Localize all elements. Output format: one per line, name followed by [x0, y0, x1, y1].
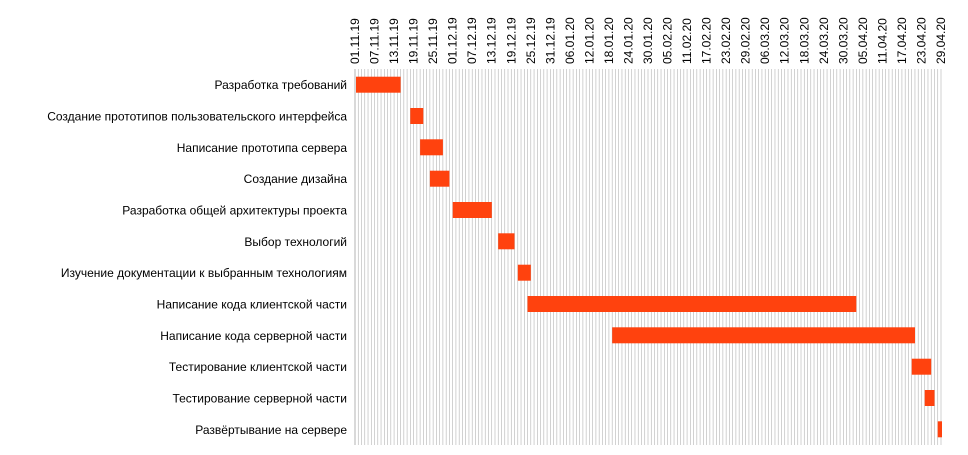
task-bar: [498, 233, 515, 250]
x-tick-label: 30.03.20: [836, 17, 850, 64]
x-tick-label: 19.12.19: [504, 17, 518, 64]
task-bar: [420, 139, 443, 156]
task-label: Написание прототипа сервера: [177, 141, 348, 155]
x-tick-label: 13.11.19: [387, 18, 401, 64]
task-label: Развёртывание на сервере: [195, 423, 347, 437]
x-tick-label: 13.12.19: [485, 17, 499, 64]
x-tick-label: 07.12.19: [465, 17, 479, 64]
x-tick-label: 05.04.20: [856, 17, 870, 64]
task-label: Создание дизайна: [244, 172, 348, 186]
x-tick-label: 29.02.20: [739, 17, 753, 64]
task-label: Разработка требований: [215, 78, 348, 92]
x-tick-label: 06.01.20: [563, 17, 577, 64]
task-label: Создание прототипов пользовательского ин…: [47, 110, 347, 124]
x-tick-label: 24.01.20: [621, 17, 635, 64]
task-label: Изучение документации к выбранным технол…: [61, 266, 347, 280]
x-tick-label: 23.04.20: [914, 17, 928, 64]
task-bar: [911, 358, 932, 375]
task-label: Тестирование клиентской части: [169, 360, 347, 374]
x-tick-label: 11.02.20: [680, 18, 694, 64]
task-label: Написание кода серверной части: [160, 329, 347, 343]
x-tick-label: 01.11.19: [348, 18, 362, 64]
task-bar: [356, 76, 401, 93]
x-tick-label: 18.01.20: [602, 17, 616, 64]
task-bars: [356, 76, 942, 438]
x-tick-label: 25.12.19: [524, 17, 538, 64]
x-tick-label: 18.03.20: [797, 17, 811, 64]
task-bar: [429, 170, 450, 187]
task-bar: [452, 202, 492, 218]
x-tick-label: 12.03.20: [778, 17, 792, 64]
task-bar: [410, 108, 424, 124]
task-bar: [517, 264, 531, 281]
task-label: Тестирование серверной части: [172, 392, 347, 406]
x-tick-label: 29.04.20: [934, 17, 948, 64]
x-tick-label: 23.02.20: [719, 17, 733, 64]
x-tick-label: 30.01.20: [641, 17, 655, 64]
x-tick-label: 31.12.19: [543, 17, 557, 64]
x-tick-label: 19.11.19: [407, 18, 421, 64]
task-label: Написание кода клиентской части: [157, 298, 347, 312]
gridlines: [354, 69, 942, 445]
x-tick-label: 05.02.20: [661, 17, 675, 64]
x-tick-labels: 01.11.19 07.11.19 13.11.19 19.11.19 25.11.19…: [348, 17, 948, 64]
x-tick-label: 06.03.20: [758, 17, 772, 64]
task-label: Разработка общей архитектуры проекта: [122, 204, 347, 218]
task-labels: Разработка требований Создание прототипов…: [47, 78, 347, 437]
task-bar: [924, 390, 935, 406]
task-bar: [527, 296, 857, 312]
task-bar: [937, 421, 942, 438]
x-tick-label: 17.02.20: [700, 17, 714, 64]
task-label: Выбор технологий: [244, 235, 347, 249]
x-tick-label: 12.01.20: [582, 17, 596, 64]
x-tick-label: 17.04.20: [895, 17, 909, 64]
x-tick-label: 24.03.20: [817, 17, 831, 64]
task-bar: [612, 327, 915, 344]
x-tick-label: 11.04.20: [875, 18, 889, 64]
x-tick-label: 25.11.19: [426, 18, 440, 64]
x-tick-label: 07.11.19: [368, 18, 382, 64]
x-tick-label: 01.12.19: [446, 17, 460, 64]
